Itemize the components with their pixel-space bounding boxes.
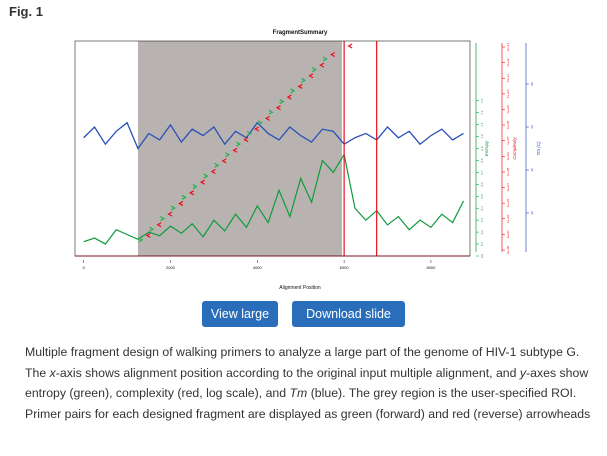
tm-tick-label: 40 [530,168,534,172]
entropy-tick-label: 0.8 [480,158,484,163]
complexity-axis-label: Complexity [512,137,517,160]
x-tick-label: 8000 [426,265,436,270]
reverse-primer-arrowhead [199,179,205,185]
complexity-tick-label: 1e+01 [506,230,510,239]
entropy-tick-label: 0.0 [480,254,484,259]
entropy-tick-label: 0.2 [480,230,484,235]
forward-primer-arrowhead [268,109,274,115]
download-slide-button[interactable]: Download slide [292,301,405,327]
figure-label: Fig. 1 [9,4,43,19]
forward-primer-arrowhead [192,184,198,190]
complexity-tick-label: 1e+06 [506,152,510,161]
reverse-primer-arrowhead [178,200,184,206]
reverse-primer-arrowhead [286,94,292,100]
reverse-primer-arrowhead [254,126,260,132]
reverse-primer-arrowhead [221,158,227,164]
entropy-tick-label: 0.4 [480,206,484,211]
forward-primer-arrowhead [138,237,144,243]
entropy-tick-label: 0.1 [480,242,484,247]
reverse-primer-arrowhead [297,83,303,89]
entropy-tick-label: 0.5 [480,194,484,199]
forward-primer-arrowhead [290,88,296,94]
tm-tick-label: 60 [530,125,534,129]
x-tick-label: 6000 [340,265,350,270]
entropy-tick-label: 1.2 [480,110,484,115]
complexity-tick-label: 1e+00 [506,245,510,254]
figure-caption: Multiple fragment design of walking prim… [25,342,597,424]
forward-primer-arrowhead [257,120,263,126]
reverse-primer-arrowhead [264,115,270,121]
complexity-tick-label: 1e+12 [506,58,510,67]
forward-primer-arrowhead [203,173,209,179]
forward-primer-arrowhead [160,216,166,222]
reverse-primer-arrowhead [347,43,353,49]
forward-primer-arrowhead [170,205,176,211]
plot-frame [74,40,471,257]
forward-primer-arrowhead [322,56,328,62]
figure-chart[interactable]: FragmentSummary 0 2000 4000 6000 8000 0.0 0.1 0… [70,22,548,300]
reverse-primer-arrowhead [308,73,314,79]
roi-region [137,41,342,256]
caption-italic-x: x [49,365,56,380]
forward-primer-arrowhead [181,194,187,200]
entropy-tick-label: 0.7 [480,170,484,175]
x-tick-label: 2000 [166,265,176,270]
reverse-primer-arrowhead [275,105,281,111]
caption-text-4: (blue). The grey region is the user-spec… [25,386,591,421]
caption-italic-y: y [519,365,527,380]
forward-primer-arrowhead [301,77,307,83]
tm-tick-label: 20 [530,211,534,215]
complexity-tick-label: 1e+11 [506,74,510,83]
entropy-tick-label: 1.3 [480,98,484,103]
reverse-primer-arrowhead [232,147,238,153]
caption-italic-tm: Tm [289,386,308,400]
complexity-tick-label: 1e+05 [506,167,510,176]
reverse-primer-arrowhead [210,169,216,175]
entropy-tick-label: 0.3 [480,218,484,223]
tm-axis-label: Tm (C) [536,141,541,155]
x-tick-label: 0 [83,265,86,270]
caption-text-2: -axis shows alignment position according… [55,365,520,380]
reverse-primer-arrowhead [156,222,162,228]
reverse-primer-arrowhead [319,62,325,68]
entropy-tick-label: 0.9 [480,146,484,151]
entropy-tick-label: 1.1 [480,122,484,127]
complexity-tick-label: 1e+07 [506,136,510,145]
reverse-primer-arrowhead [145,232,151,238]
complexity-tick-label: 1e+04 [506,183,510,192]
reverse-primer-arrowhead [167,211,173,217]
reverse-primer-arrowhead [243,137,249,143]
forward-primer-arrowhead [235,141,241,147]
caption-text-1: Multiple fragment design of walking prim… [25,345,580,380]
chart-title: FragmentSummary [273,30,328,36]
forward-primer-arrowhead [311,67,317,73]
forward-primer-arrowhead [214,162,220,168]
reverse-primer-arrowhead [330,51,336,58]
complexity-tick-label: 1e+03 [506,199,510,208]
fragment-summary-chart: FragmentSummary 0 2000 4000 6000 8000 0.0 0.1 0… [74,30,541,291]
forward-primer-arrowhead [279,99,285,105]
reverse-primer-arrowhead [188,190,194,196]
tm-tick-label: 80 [530,82,534,86]
entropy-tick-label: 0.6 [480,182,484,187]
caption-text-3: -axes show entropy (green), complexity (… [25,365,589,401]
forward-primer-arrowhead [149,226,155,232]
complexity-tick-label: 1e+08 [506,121,510,130]
entropy-series-line [83,152,465,245]
complexity-tick-label: 1e+02 [506,214,510,223]
complexity-tick-label: 1e+13 [506,42,510,51]
forward-primer-arrowhead [246,130,252,137]
entropy-tick-label: 1.0 [480,134,484,139]
x-axis-label: Alignment Position [279,285,321,291]
tm-series-line [83,121,464,150]
x-tick-label: 4000 [253,265,263,270]
complexity-tick-label: 1e+09 [506,105,510,114]
view-large-button[interactable]: View large [202,301,278,327]
forward-primer-arrowhead [225,152,231,158]
entropy-axis-label: Entropy [484,140,489,156]
complexity-tick-label: 1e+10 [506,89,510,98]
